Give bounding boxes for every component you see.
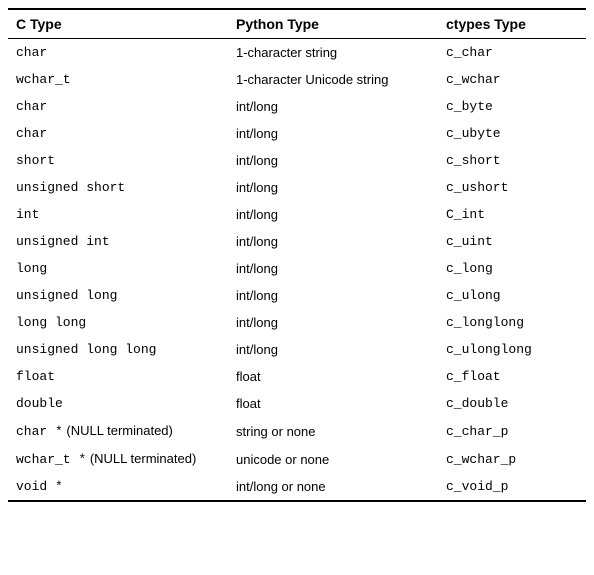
table-row: wchar_t1-character Unicode stringc_wchar <box>8 66 586 93</box>
cell-python-type: int/long <box>228 147 438 174</box>
table-row: intint/longC_int <box>8 201 586 228</box>
cell-ctypes-type: c_double <box>438 390 586 417</box>
cell-python-type: float <box>228 363 438 390</box>
cell-python-type: int/long <box>228 282 438 309</box>
table-row: charint/longc_byte <box>8 93 586 120</box>
c-type-note: (NULL terminated) <box>63 423 173 438</box>
cell-ctypes-type: c_ubyte <box>438 120 586 147</box>
col-header-python-type: Python Type <box>228 9 438 39</box>
table-head: C Type Python Type ctypes Type <box>8 9 586 39</box>
table-row: char1-character stringc_char <box>8 39 586 67</box>
cell-c-type: int <box>8 201 228 228</box>
cell-ctypes-type: c_float <box>438 363 586 390</box>
cell-ctypes-type: c_char_p <box>438 417 586 445</box>
cell-python-type: 1-character string <box>228 39 438 67</box>
c-type-code: char * <box>16 424 63 439</box>
cell-c-type: unsigned long long <box>8 336 228 363</box>
table-row: wchar_t * (NULL terminated)unicode or no… <box>8 445 586 473</box>
cell-ctypes-type: c_wchar <box>438 66 586 93</box>
cell-python-type: 1-character Unicode string <box>228 66 438 93</box>
c-type-note: (NULL terminated) <box>86 451 196 466</box>
cell-ctypes-type: c_wchar_p <box>438 445 586 473</box>
cell-c-type: void * <box>8 473 228 501</box>
cell-python-type: int/long <box>228 228 438 255</box>
cell-c-type: unsigned long <box>8 282 228 309</box>
table-row: shortint/longc_short <box>8 147 586 174</box>
table-body: char1-character stringc_charwchar_t1-cha… <box>8 39 586 502</box>
cell-c-type: char <box>8 120 228 147</box>
cell-c-type: short <box>8 147 228 174</box>
cell-c-type: unsigned short <box>8 174 228 201</box>
cell-ctypes-type: c_longlong <box>438 309 586 336</box>
cell-ctypes-type: c_void_p <box>438 473 586 501</box>
cell-c-type: unsigned int <box>8 228 228 255</box>
table-row: unsigned intint/longc_uint <box>8 228 586 255</box>
cell-ctypes-type: c_short <box>438 147 586 174</box>
table-row: charint/longc_ubyte <box>8 120 586 147</box>
table-row: doublefloatc_double <box>8 390 586 417</box>
col-header-c-type: C Type <box>8 9 228 39</box>
table-row: long longint/longc_longlong <box>8 309 586 336</box>
cell-c-type: long long <box>8 309 228 336</box>
cell-c-type: long <box>8 255 228 282</box>
table-row: char * (NULL terminated)string or nonec_… <box>8 417 586 445</box>
cell-python-type: int/long <box>228 255 438 282</box>
cell-ctypes-type: c_uint <box>438 228 586 255</box>
cell-python-type: float <box>228 390 438 417</box>
cell-c-type: wchar_t * (NULL terminated) <box>8 445 228 473</box>
cell-python-type: int/long <box>228 93 438 120</box>
cell-ctypes-type: c_byte <box>438 93 586 120</box>
cell-python-type: int/long <box>228 309 438 336</box>
table-row: unsigned longint/longc_ulong <box>8 282 586 309</box>
cell-ctypes-type: c_char <box>438 39 586 67</box>
cell-ctypes-type: c_ulong <box>438 282 586 309</box>
c-type-code: wchar_t * <box>16 452 86 467</box>
cell-c-type: float <box>8 363 228 390</box>
cell-c-type: char * (NULL terminated) <box>8 417 228 445</box>
cell-python-type: int/long <box>228 201 438 228</box>
cell-ctypes-type: c_ulonglong <box>438 336 586 363</box>
table-row: floatfloatc_float <box>8 363 586 390</box>
cell-ctypes-type: c_long <box>438 255 586 282</box>
cell-python-type: string or none <box>228 417 438 445</box>
col-header-ctypes-type: ctypes Type <box>438 9 586 39</box>
ctypes-table: C Type Python Type ctypes Type char1-cha… <box>8 8 586 502</box>
cell-c-type: char <box>8 39 228 67</box>
cell-python-type: unicode or none <box>228 445 438 473</box>
table-row: longint/longc_long <box>8 255 586 282</box>
table-row: unsigned long longint/longc_ulonglong <box>8 336 586 363</box>
cell-ctypes-type: c_ushort <box>438 174 586 201</box>
table-row: unsigned shortint/longc_ushort <box>8 174 586 201</box>
cell-ctypes-type: C_int <box>438 201 586 228</box>
cell-python-type: int/long or none <box>228 473 438 501</box>
cell-python-type: int/long <box>228 336 438 363</box>
cell-python-type: int/long <box>228 174 438 201</box>
table-row: void *int/long or nonec_void_p <box>8 473 586 501</box>
cell-python-type: int/long <box>228 120 438 147</box>
cell-c-type: wchar_t <box>8 66 228 93</box>
cell-c-type: double <box>8 390 228 417</box>
cell-c-type: char <box>8 93 228 120</box>
